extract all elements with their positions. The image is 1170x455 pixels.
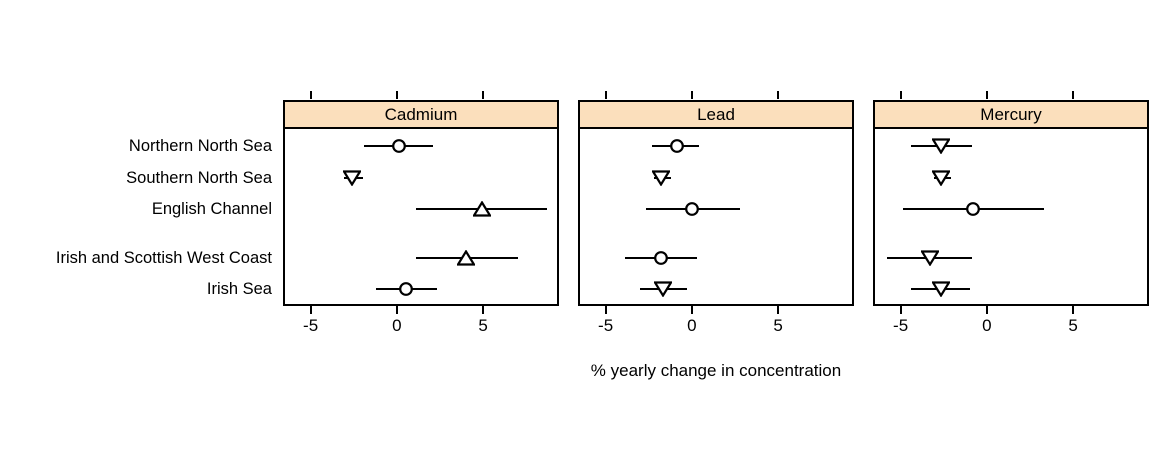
x-tick-label-cadmium-5: 5 — [478, 316, 488, 335]
panel-plot-cadmium — [283, 129, 559, 306]
x-axis-title: % yearly change in concentration — [590, 361, 842, 380]
circle-marker-mercury-english-channel — [964, 201, 982, 217]
x-tick-label-cadmium-0: 0 — [392, 316, 402, 335]
x-tick-label-lead-0: 0 — [687, 316, 697, 335]
top-axis-tick-lead — [777, 91, 780, 99]
panel-strip-cadmium: Cadmium — [283, 100, 559, 129]
x-tick-label-lead-5: 5 — [773, 316, 783, 335]
top-axis-tick-mercury — [1072, 91, 1075, 99]
circle-marker-lead-english-channel — [683, 201, 701, 217]
x-tick-label-lead--5: -5 — [598, 316, 614, 335]
top-axis-tick-mercury — [899, 91, 902, 99]
x-tick-label-mercury-0: 0 — [982, 316, 992, 335]
panel-title-lead: Lead — [697, 104, 735, 124]
triangle-down-marker-mercury-irish-sea — [930, 281, 951, 298]
category-label-southern-north-sea: Southern North Sea — [126, 169, 272, 188]
x-tick-label-mercury-5: 5 — [1068, 316, 1078, 335]
circle-marker-cadmium-northern-north-sea — [390, 138, 408, 154]
bottom-axis-tick-mercury — [899, 306, 902, 314]
bottom-axis-tick-lead — [777, 306, 780, 314]
top-axis-tick-cadmium — [309, 91, 312, 99]
category-label-irish-and-scottish-west-coast: Irish and Scottish West Coast — [55, 248, 272, 267]
circle-marker-lead-northern-north-sea — [668, 138, 686, 154]
triangle-down-marker-mercury-irish-and-scottish-west-coast — [920, 249, 941, 267]
triangle-up-marker-cadmium-english-channel — [471, 200, 492, 217]
triangle-down-marker-lead-irish-sea — [652, 281, 673, 298]
panel-strip-lead: Lead — [578, 100, 854, 129]
category-label-irish-sea: Irish Sea — [206, 279, 272, 298]
top-axis-tick-mercury — [985, 91, 988, 99]
bottom-axis-tick-lead — [690, 306, 693, 314]
bottom-axis-tick-cadmium — [309, 306, 312, 314]
triangle-down-marker-mercury-northern-north-sea — [930, 138, 951, 155]
x-tick-label-mercury--5: -5 — [893, 316, 909, 335]
bottom-axis-tick-cadmium — [482, 306, 485, 314]
bottom-axis-tick-mercury — [1072, 306, 1075, 314]
category-label-northern-north-sea: Northern North Sea — [128, 137, 272, 156]
panel-title-mercury: Mercury — [980, 104, 1042, 124]
category-label-english-channel: English Channel — [151, 199, 272, 218]
top-axis-tick-cadmium — [395, 91, 398, 99]
bottom-axis-tick-mercury — [985, 306, 988, 314]
triangle-down-marker-cadmium-southern-north-sea — [342, 170, 363, 187]
panel-plot-mercury — [873, 129, 1149, 306]
circle-marker-lead-irish-and-scottish-west-coast — [652, 250, 670, 266]
triangle-up-marker-cadmium-irish-and-scottish-west-coast — [456, 248, 477, 266]
top-axis-tick-lead — [604, 91, 607, 99]
top-axis-tick-cadmium — [482, 91, 485, 99]
panel-strip-mercury: Mercury — [873, 100, 1149, 129]
bottom-axis-tick-lead — [604, 306, 607, 314]
bottom-axis-tick-cadmium — [395, 306, 398, 314]
triangle-down-marker-lead-southern-north-sea — [651, 170, 672, 187]
panel-plot-lead — [578, 129, 854, 306]
x-tick-label-cadmium--5: -5 — [303, 316, 319, 335]
triangle-down-marker-mercury-southern-north-sea — [930, 170, 951, 187]
top-axis-tick-lead — [690, 91, 693, 99]
circle-marker-cadmium-irish-sea — [397, 281, 415, 297]
panel-title-cadmium: Cadmium — [384, 104, 458, 124]
